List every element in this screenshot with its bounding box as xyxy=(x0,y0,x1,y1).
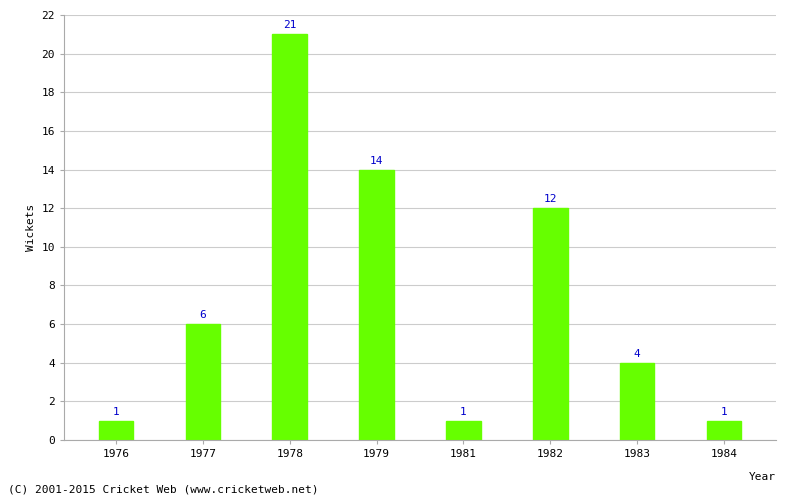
Text: (C) 2001-2015 Cricket Web (www.cricketweb.net): (C) 2001-2015 Cricket Web (www.cricketwe… xyxy=(8,485,318,495)
Bar xyxy=(706,420,742,440)
Bar xyxy=(359,170,394,440)
Bar xyxy=(272,34,307,440)
Text: 21: 21 xyxy=(283,20,297,30)
Text: 4: 4 xyxy=(634,349,641,359)
Y-axis label: Wickets: Wickets xyxy=(26,204,36,251)
Bar xyxy=(620,362,654,440)
Text: 1: 1 xyxy=(113,407,119,417)
Text: 14: 14 xyxy=(370,156,383,166)
Text: 1: 1 xyxy=(460,407,466,417)
Bar xyxy=(446,420,481,440)
Bar xyxy=(533,208,568,440)
Text: 1: 1 xyxy=(721,407,727,417)
Text: 12: 12 xyxy=(543,194,557,204)
Bar xyxy=(186,324,220,440)
Bar xyxy=(98,420,134,440)
Text: 6: 6 xyxy=(199,310,206,320)
Text: Year: Year xyxy=(749,472,776,482)
